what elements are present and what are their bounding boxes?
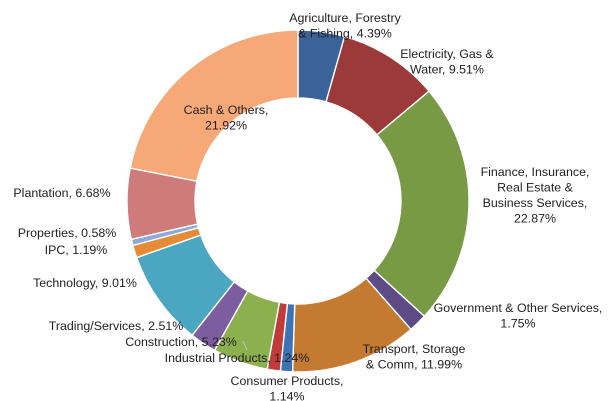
slice-label-2: Finance, Insurance, Real Estate & Business… <box>481 165 590 226</box>
slice-label-4-line-0: Transport, Storage <box>363 342 466 356</box>
donut-slices <box>126 29 470 373</box>
slice-label-7: Construction, 5.23% <box>125 335 237 349</box>
slice-label-4: Transport, Storage & Comm, 11.99% <box>363 342 466 372</box>
slice-label-10-line-0: IPC, 1.19% <box>45 243 108 257</box>
slice-label-2-line-2: Business Services, <box>483 196 588 210</box>
leader-line-0 <box>242 340 248 351</box>
slice-label-11-line-0: Properties, 0.58% <box>18 226 117 240</box>
slice-label-3: Government & Other Services, 1.75% <box>434 301 603 331</box>
slice-label-13: Cash & Others, 21.92% <box>184 103 269 133</box>
slice-label-8: Trading/Services, 2.51% <box>49 319 184 333</box>
slice-label-11: Properties, 0.58% <box>18 226 117 240</box>
slice-label-0-line-1: & Fishing, 4.39% <box>298 27 392 41</box>
slice-label-3-line-0: Government & Other Services, <box>434 301 603 315</box>
slice-label-0-line-0: Agriculture, Forestry <box>289 11 401 25</box>
slice-label-9-line-0: Technology, 9.01% <box>33 276 137 290</box>
donut-slice-13 <box>129 29 299 183</box>
slice-label-7-line-0: Construction, 5.23% <box>125 335 237 349</box>
slice-label-4-line-1: & Comm, 11.99% <box>366 358 462 372</box>
slice-label-9: Technology, 9.01% <box>33 276 137 290</box>
slice-label-5: Consumer Products, 1.14% <box>231 374 344 401</box>
leader-lines <box>235 340 248 361</box>
slice-label-13-line-0: Cash & Others, <box>184 103 269 117</box>
slice-label-3-line-1: 1.75% <box>500 317 535 331</box>
slice-label-1: Electricity, Gas & Water, 9.51% <box>400 47 494 77</box>
slice-label-8-line-0: Trading/Services, 2.51% <box>49 319 184 333</box>
slice-label-12-line-0: Plantation, 6.68% <box>13 186 110 200</box>
slice-label-1-line-1: Water, 9.51% <box>410 63 484 77</box>
slice-label-2-line-0: Finance, Insurance, <box>481 165 590 179</box>
slice-label-5-line-1: 1.14% <box>269 390 304 401</box>
slice-labels: Agriculture, Forestry & Fishing, 4.39% Ele… <box>13 11 602 401</box>
donut-slice-2 <box>373 90 470 318</box>
slice-label-6-line-0: Industrial Products, 1.24% <box>165 351 310 365</box>
slice-label-2-line-3: 22.87% <box>514 212 556 226</box>
slice-label-13-line-1: 21.92% <box>205 119 247 133</box>
slice-label-2-line-1: Real Estate & <box>497 181 573 195</box>
slice-label-1-line-0: Electricity, Gas & <box>400 47 494 61</box>
slice-label-12: Plantation, 6.68% <box>13 186 110 200</box>
slice-label-0: Agriculture, Forestry & Fishing, 4.39% <box>289 11 401 41</box>
slice-label-5-line-0: Consumer Products, <box>231 374 344 388</box>
slice-label-10: IPC, 1.19% <box>45 243 108 257</box>
slice-label-6: Industrial Products, 1.24% <box>165 351 310 365</box>
leader-line-1 <box>235 355 240 361</box>
